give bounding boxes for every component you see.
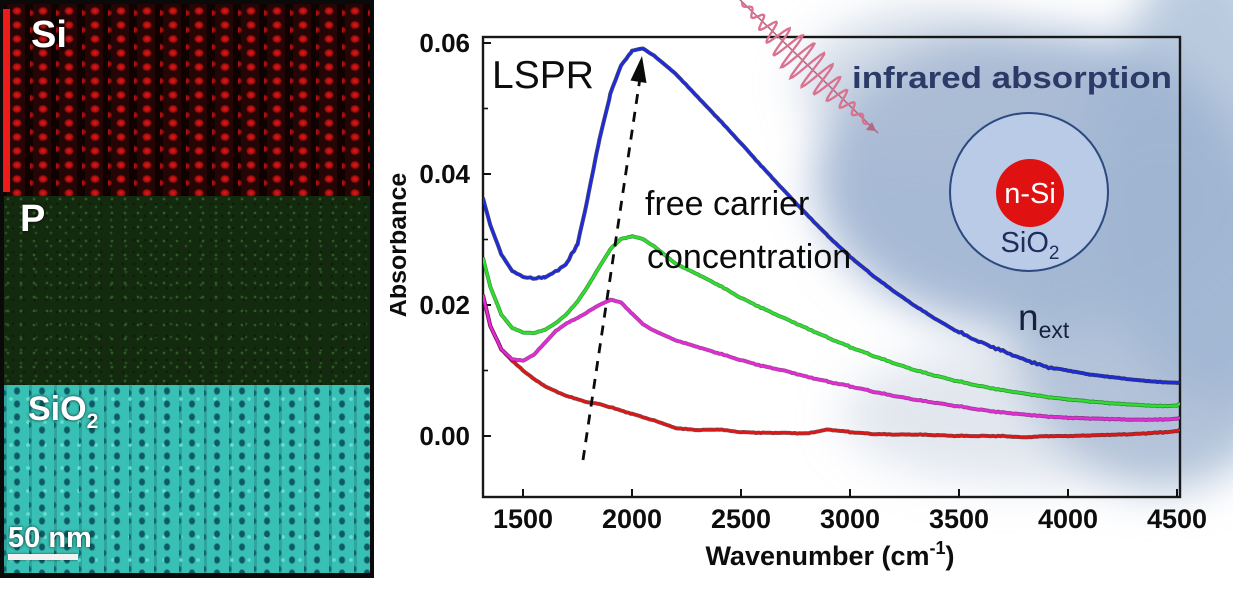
tem-elemental-map-panel: Si P SiO2 50 nm (0, 0, 374, 578)
x-axis-title-superscript: -1 (930, 538, 946, 558)
ir-beam-arrowhead (866, 122, 876, 131)
plot-border (481, 35, 1182, 499)
ir-wave-packet-icon (740, 1, 869, 126)
free-carrier-annotation-line1: free carrier (645, 185, 809, 223)
scale-bar-label: 50 nm (8, 522, 92, 554)
sio2-label-subscript: 2 (86, 409, 99, 433)
sio2-layer-label: SiO2 (28, 390, 98, 434)
n-si-core-circle (996, 159, 1064, 227)
sio2-label-base: SiO (28, 390, 87, 428)
x-tick-2000: 2000 (602, 504, 662, 534)
absorbance-spectra-chart: n-Si SiO2 LSPR free carrier concentratio… (390, 0, 1233, 571)
curve-blue (483, 47, 1180, 385)
n-ext-subscript: ext (1039, 317, 1070, 343)
free-carrier-annotation-line2: concentration (647, 238, 851, 276)
y-axis-title: Absorbance (390, 173, 412, 318)
ir-beam-line (739, 0, 879, 134)
sio2-map-region (4, 385, 370, 573)
curve-green (483, 234, 1180, 408)
scale-bar (8, 554, 78, 560)
x-tick-2500: 2500 (711, 504, 771, 534)
n-ext-base: n (1018, 297, 1039, 338)
sio2-shell-label: SiO2 (1001, 227, 1060, 264)
n-si-core-label: n-Si (1004, 178, 1056, 210)
p-map-region (4, 196, 370, 385)
x-tick-4000: 4000 (1038, 504, 1098, 534)
x-tick-3000: 3000 (820, 504, 880, 534)
x-axis-title: Wavenumber (cm-1) (705, 538, 954, 571)
carrier-concentration-arrowhead (630, 56, 647, 83)
p-layer-label: P (20, 198, 46, 240)
carrier-concentration-arrow (581, 77, 642, 461)
x-tick-3500: 3500 (929, 504, 989, 534)
y-tick-0.00: 0.00 (419, 421, 470, 451)
y-tick-0.04: 0.04 (419, 159, 470, 189)
x-axis-title-base: Wavenumber (cm (705, 541, 929, 571)
lspr-annotation: LSPR (492, 54, 594, 97)
si-edge-highlight-bar (3, 9, 10, 192)
si-map-region (4, 4, 370, 196)
sio2-shell-label-base: SiO (1001, 227, 1049, 259)
y-tick-0.02: 0.02 (419, 290, 470, 320)
x-axis-title-close: ) (946, 541, 955, 571)
spectra-curves (483, 46, 1180, 440)
x-tick-4500: 4500 (1147, 504, 1207, 534)
infrared-absorption-annotation: infrared absorption (852, 60, 1172, 95)
curve-magenta (483, 294, 1180, 422)
y-tick-0.06: 0.06 (419, 28, 470, 58)
n-ext-annotation: next (1018, 297, 1070, 343)
si-layer-label: Si (31, 14, 67, 56)
x-tick-1500: 1500 (493, 504, 553, 534)
sio2-shell-label-sub: 2 (1049, 243, 1060, 264)
